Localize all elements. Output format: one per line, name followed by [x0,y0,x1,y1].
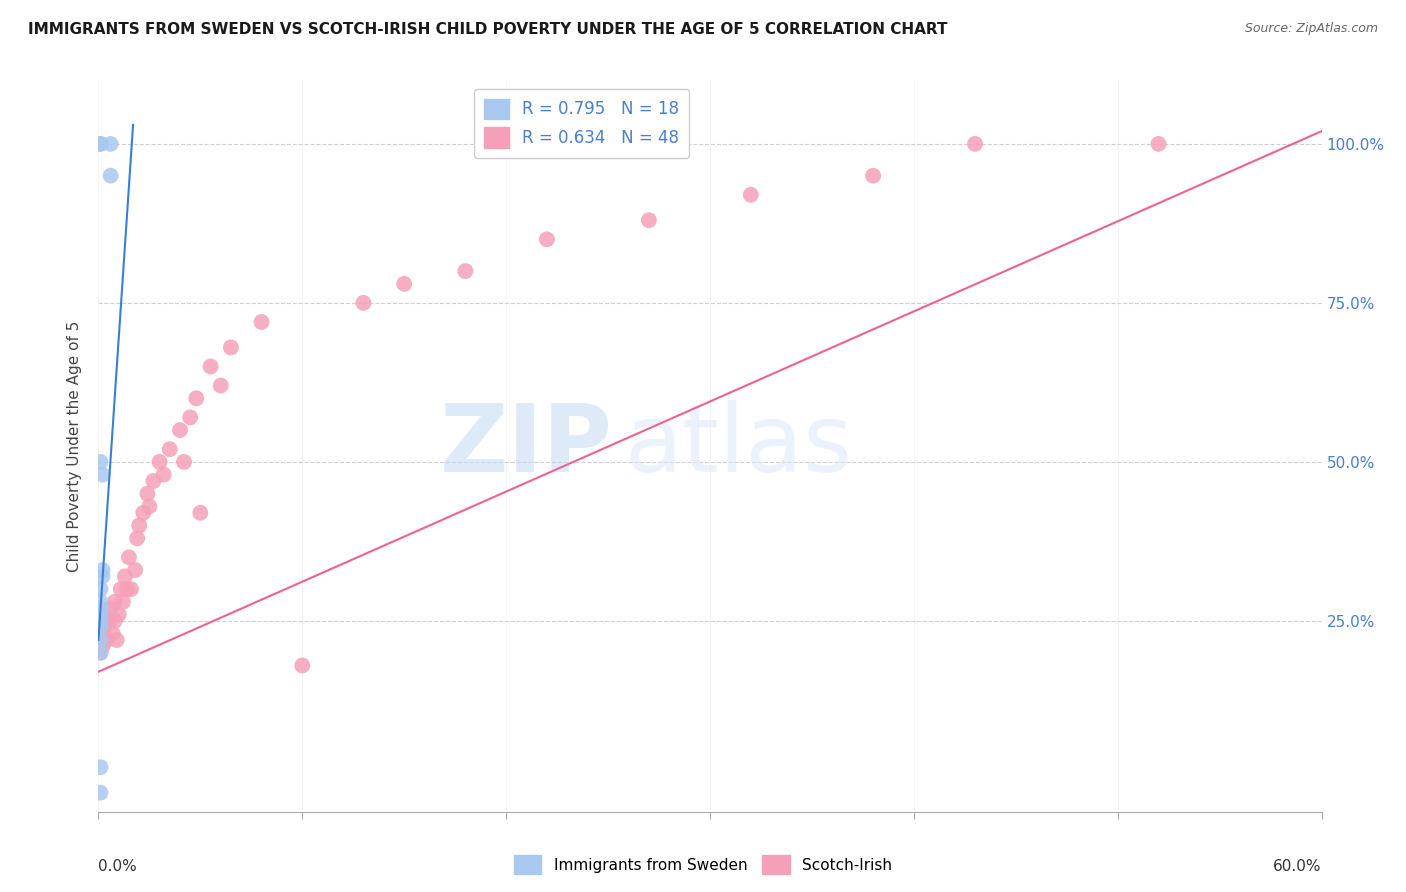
Point [108,607,131,622]
Text: atlas: atlas [624,400,852,492]
Point [89,595,111,609]
Point [114,569,136,583]
Point [118,550,141,565]
Point [169,423,191,437]
Point [186,392,208,406]
Point [209,378,232,392]
Point [91,467,114,482]
Point [965,136,987,151]
Text: 60.0%: 60.0% [1274,859,1322,874]
Point [159,442,181,457]
Point [638,213,661,227]
Legend: R = 0.795   N = 18, R = 0.634   N = 48: R = 0.795 N = 18, R = 0.634 N = 48 [474,88,689,158]
Point [149,455,172,469]
Point [188,506,212,520]
Point [179,410,201,425]
Point [454,264,477,278]
Point [127,531,149,545]
Point [200,359,222,374]
Text: ZIP: ZIP [439,400,612,492]
Point [89,136,111,151]
Point [128,518,150,533]
Point [89,646,111,660]
Legend: Immigrants from Sweden, Scotch-Irish: Immigrants from Sweden, Scotch-Irish [508,849,898,880]
Point [89,760,111,774]
Text: Source: ZipAtlas.com: Source: ZipAtlas.com [1244,22,1378,36]
Point [740,187,762,202]
Point [89,786,111,800]
Point [120,582,142,596]
Point [91,640,114,654]
Point [124,563,146,577]
Point [132,506,155,520]
Point [115,582,138,596]
Text: IMMIGRANTS FROM SWEDEN VS SCOTCH-IRISH CHILD POVERTY UNDER THE AGE OF 5 CORRELAT: IMMIGRANTS FROM SWEDEN VS SCOTCH-IRISH C… [28,22,948,37]
Point [96,632,118,647]
Point [89,136,111,151]
Point [89,626,111,640]
Point [104,614,127,628]
Point [392,277,416,291]
Point [89,614,111,628]
Point [1147,136,1170,151]
Point [89,646,111,660]
Text: 0.0%: 0.0% [98,859,138,874]
Point [138,500,160,514]
Point [110,582,132,596]
Point [111,595,134,609]
Point [105,632,128,647]
Point [862,169,884,183]
Y-axis label: Child Poverty Under the Age of 5: Child Poverty Under the Age of 5 [67,320,83,572]
Point [136,486,159,500]
Point [104,595,127,609]
Point [93,620,115,634]
Point [89,607,111,622]
Point [100,169,122,183]
Point [89,620,111,634]
Point [219,340,242,354]
Point [352,296,374,310]
Point [91,563,114,577]
Point [93,607,115,622]
Point [250,315,273,329]
Point [91,569,114,583]
Point [89,601,111,615]
Point [152,467,174,482]
Point [89,455,111,469]
Point [291,658,314,673]
Point [173,455,195,469]
Point [89,632,111,647]
Point [97,614,120,628]
Point [100,601,122,615]
Point [142,474,165,488]
Point [536,232,558,246]
Point [89,582,111,596]
Point [101,626,124,640]
Point [100,136,122,151]
